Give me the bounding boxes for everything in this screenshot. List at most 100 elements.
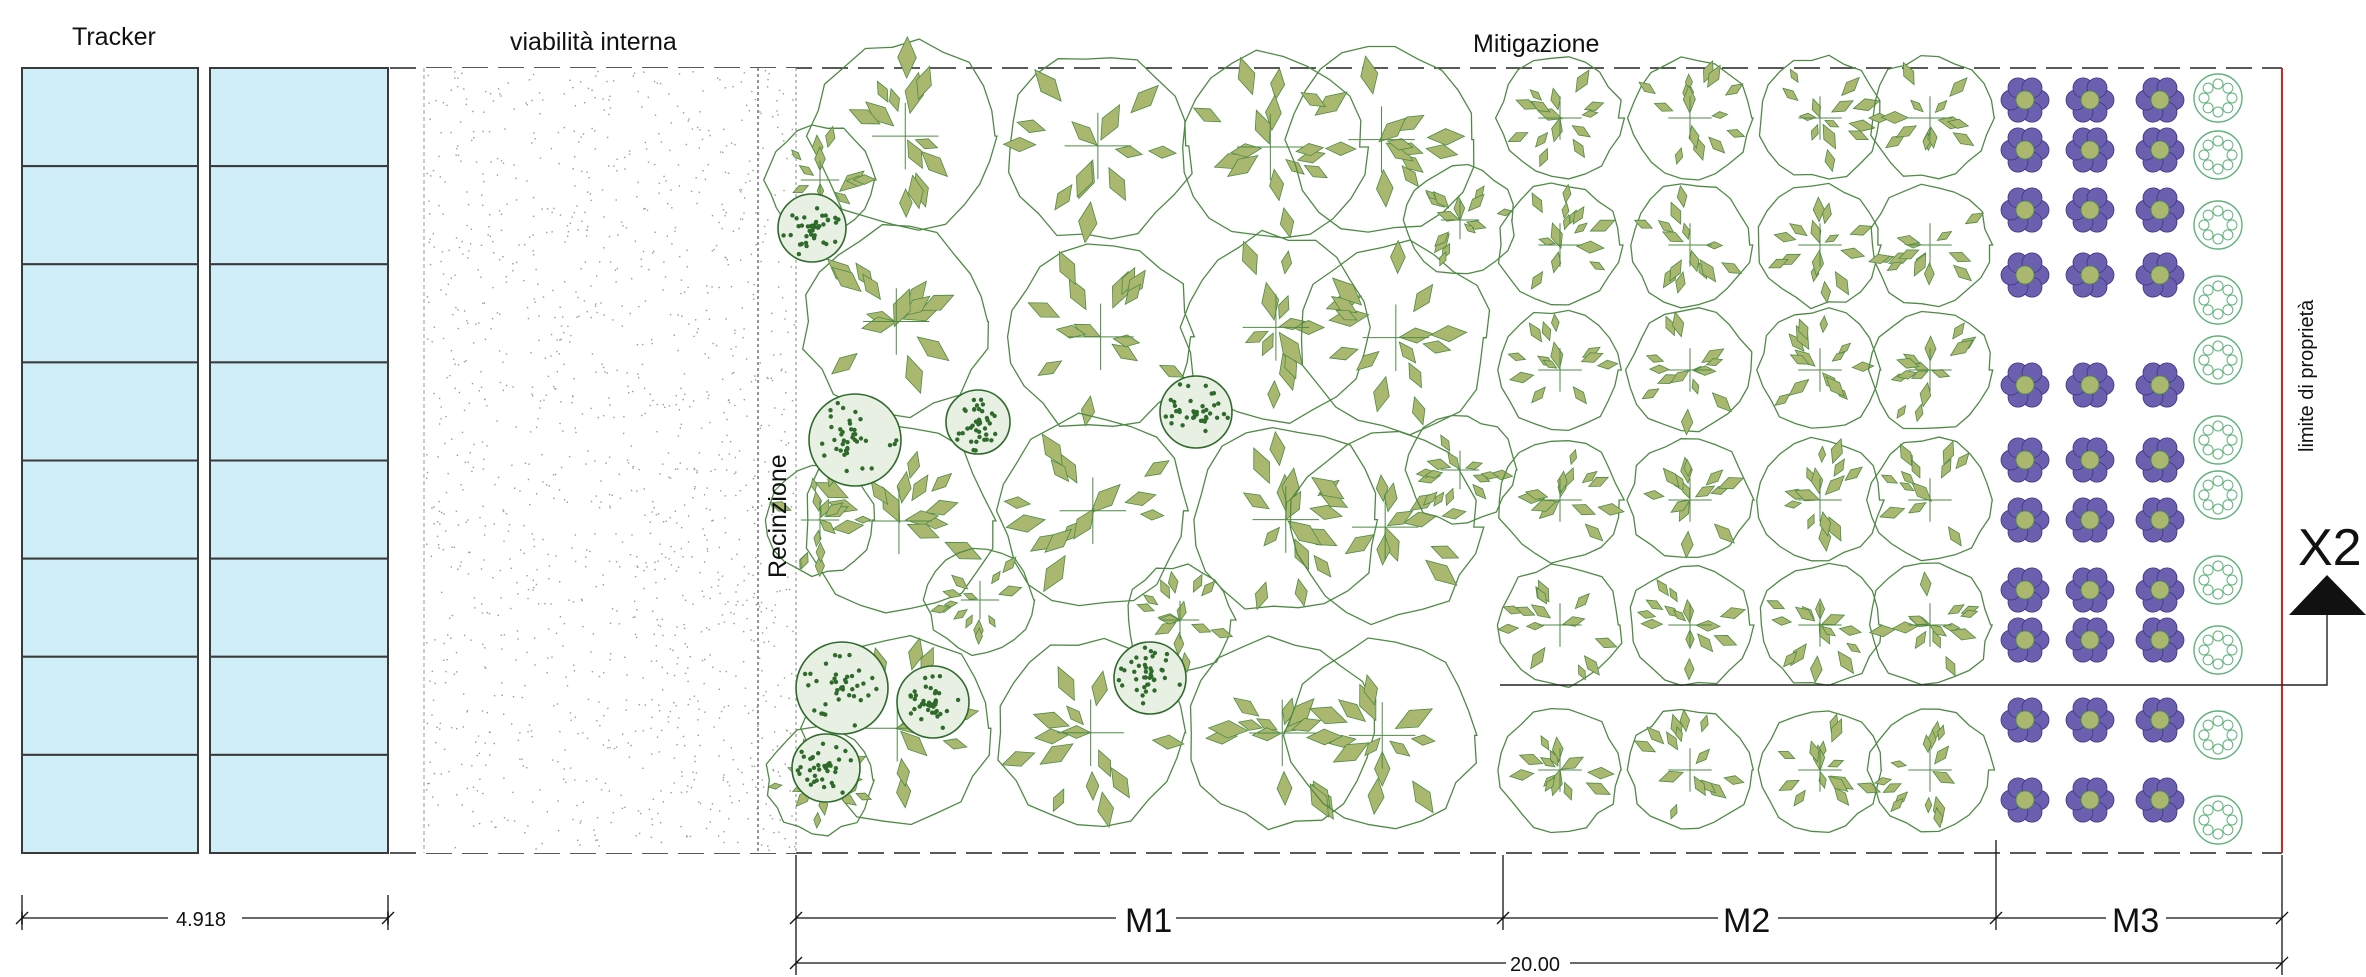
gravel-dot [724,532,727,534]
gravel-dot [539,157,542,159]
gravel-dot [727,172,730,174]
gravel-dot [580,81,582,83]
gravel-dot [636,636,638,639]
gravel-dot [719,151,722,153]
tree-canopy-outline [1496,563,1623,689]
gravel-dot [659,710,661,712]
tree-leaf [1303,165,1329,179]
gravel-dot [569,79,571,81]
shrub-center [2015,375,2035,395]
gravel-dot [745,358,748,360]
gravel-dot [426,543,428,545]
gravel-dot [672,649,674,651]
gravel-dot [691,556,693,558]
gravel-dot [603,216,605,218]
gravel-dot [432,699,435,701]
gravel-dot [529,431,532,433]
gravel-dot [576,316,578,318]
tree-leaf [1237,719,1264,731]
tree-medium [1626,438,1756,559]
gravel-dot [514,487,516,489]
tree-leaf [1528,322,1543,343]
gravel-dot [554,387,556,390]
tree-leaf [1398,341,1417,364]
gravel-dot [628,150,631,152]
gravel-dot [542,296,545,298]
tree-leaf [906,523,940,539]
tree-leaf [1697,633,1714,653]
light-shrub-leaf [2198,294,2210,306]
tree-leaf [1043,554,1066,593]
gravel-dot [718,835,720,837]
gravel-dot [493,695,496,697]
gravel-dot [609,746,611,749]
dark-tree-foliage [1136,663,1142,668]
gravel-dot [594,148,596,150]
gravel-dot [665,520,667,522]
gravel-dot [442,273,445,275]
gravel-dot [792,630,794,633]
gravel-dot [748,110,751,112]
gravel-dot [538,603,540,605]
dark-tree-foliage [1203,428,1208,434]
tree-leaf [1050,459,1070,483]
tree-leaf [1181,651,1191,674]
gravel-dot [765,691,767,693]
gravel-dot [533,298,535,300]
tree-leaf [1636,610,1657,619]
tree-large [995,412,1190,607]
gravel-dot [485,764,487,766]
gravel-dot [763,641,765,644]
gravel-dot [526,767,528,769]
gravel-dot [538,339,540,342]
tree-leaf [1723,775,1745,785]
gravel-dot [572,396,574,398]
tree-leaf [854,515,872,524]
light-shrub-leaf [2202,719,2214,731]
dark-tree-foliage [927,703,933,708]
tree-leaf [1538,237,1556,246]
dark-tree-foliage [837,654,842,659]
gravel-dot [450,566,452,568]
dark-tree-foliage [982,437,987,442]
gravel-dot [706,548,709,550]
gravel-dot [511,723,513,725]
dark-tree-foliage [1150,654,1155,659]
tree-medium [1757,182,1882,310]
tree-leaf [896,757,910,788]
dark-tree-foliage [863,438,869,443]
gravel-dot [655,660,658,662]
gravel-dot [709,821,711,823]
gravel-dot [448,249,450,252]
dark-tree-foliage [1204,407,1209,413]
gravel-dot [753,298,755,300]
shrub-center [2080,265,2100,285]
tree-leaf [900,730,928,757]
tree-leaf [1771,616,1793,626]
tree-leaf [1390,239,1406,275]
gravel-dot [640,265,643,268]
gravel-dot [735,494,737,497]
tree-leaf [1825,376,1846,398]
tree-leaf [1207,720,1249,739]
gravel-dot [467,573,470,575]
gravel-dot [643,587,645,590]
shrub-center [2150,140,2170,160]
dark-tree-foliage [833,769,838,775]
tree-leaf [1584,523,1604,542]
light-shrub [2193,795,2243,845]
gravel-dot [784,431,786,433]
gravel-dot [773,622,775,624]
gravel-dot [674,510,677,512]
gravel-dot [744,181,747,184]
tree-medium [1497,182,1624,306]
tree-leaf [1308,706,1348,725]
gravel-dot [692,497,694,499]
light-shrub-leaf [2226,149,2238,161]
gravel-dot [762,147,764,149]
gravel-dot [684,643,686,645]
tree-medium [1866,708,1996,833]
gravel-dot [753,592,755,595]
gravel-dot [431,714,433,716]
gravel-dot [696,470,698,472]
